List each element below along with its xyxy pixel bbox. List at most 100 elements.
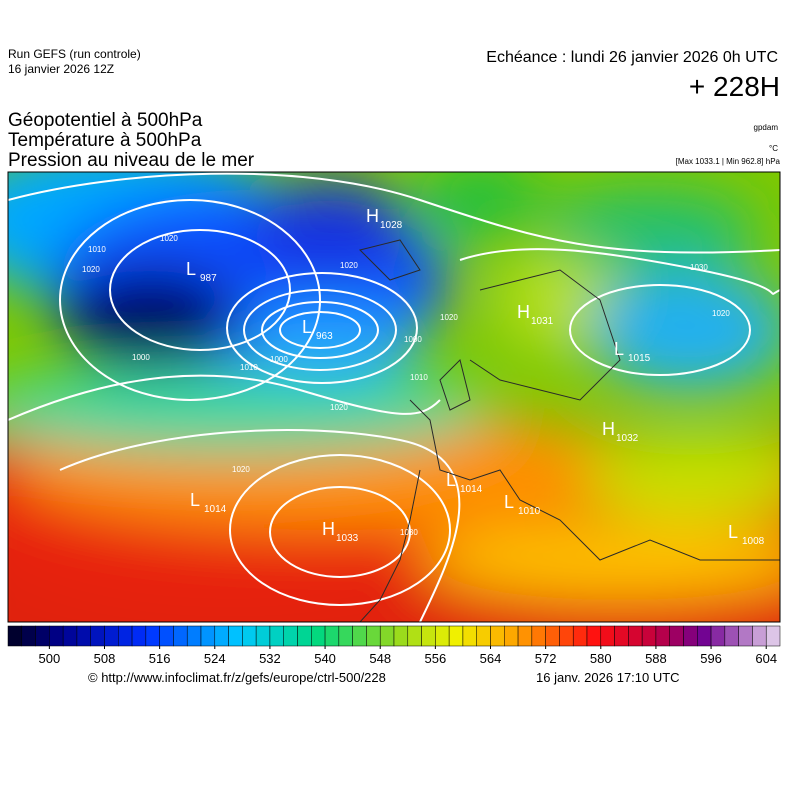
colorbar-swatch [228, 625, 243, 647]
colorbar-swatch [559, 625, 574, 647]
colorbar-tick-label: 564 [480, 651, 502, 666]
colorbar-swatch [49, 625, 64, 647]
colorbar-swatch [628, 625, 643, 647]
colorbar-tick-label: 516 [149, 651, 171, 666]
colorbar-swatch [76, 625, 91, 647]
contour-label: 1020 [330, 403, 348, 412]
center-value: 1032 [616, 433, 639, 444]
colorbar-swatch [765, 625, 781, 647]
contour-label: 1020 [160, 234, 178, 243]
colorbar-swatch [7, 625, 23, 647]
colorbar-swatch [118, 625, 133, 647]
title-pressure: Pression au niveau de le mer [8, 150, 255, 171]
title-temperature: Température à 500hPa [8, 130, 202, 151]
center-letter: H [322, 519, 335, 539]
colorbar-swatch [173, 625, 188, 647]
colorbar-swatch [297, 625, 312, 647]
contour-label: 1020 [712, 309, 730, 318]
colorbar-swatch [752, 625, 767, 647]
contour-label: 1010 [88, 245, 106, 254]
center-value: 1008 [742, 536, 765, 547]
center-value: 1010 [518, 506, 541, 517]
center-value: 963 [316, 331, 333, 342]
colorbar-swatch [710, 625, 726, 647]
colorbar-swatch [311, 625, 326, 647]
colorbar-swatch [242, 625, 257, 647]
run-date: 16 janvier 2026 12Z [8, 62, 114, 76]
colorbar-swatch [669, 625, 684, 647]
colorbar: 500 508 516 524 532 540 548 556 564 572 580 588 596 6… [7, 625, 781, 666]
echeance: Echéance : lundi 26 janvier 2026 0h UTC [486, 49, 778, 66]
colorbar-swatch [35, 625, 50, 647]
colorbar-tick-label: 596 [700, 651, 722, 666]
colorbar-swatch [572, 625, 588, 647]
colorbar-swatch [338, 625, 353, 647]
colorbar-swatch [641, 625, 657, 647]
center-letter: L [504, 492, 514, 512]
contour-label: 1020 [440, 313, 458, 322]
center-value: 1014 [204, 504, 227, 515]
colorbar-swatch [738, 625, 753, 647]
colorbar-swatch [159, 625, 174, 647]
colorbar-swatch [724, 625, 739, 647]
contour-label: 1000 [270, 355, 288, 364]
colorbar-swatch [435, 625, 450, 647]
colorbar-tick-label: 540 [314, 651, 336, 666]
contour-label: 1030 [690, 263, 708, 272]
title-geopotential: Géopotentiel à 500hPa [8, 110, 203, 131]
colorbar-swatch [614, 625, 629, 647]
colorbar-swatch [476, 625, 491, 647]
center-value: 1014 [460, 484, 483, 495]
generated: 16 janv. 2026 17:10 UTC [536, 670, 680, 685]
contour-label: 1030 [400, 528, 418, 537]
center-value: 1028 [380, 220, 403, 231]
colorbar-tick-label: 604 [755, 651, 777, 666]
colorbar-swatch [352, 625, 367, 647]
colorbar-tick-label: 524 [204, 651, 226, 666]
colorbar-swatch [21, 625, 36, 647]
colorbar-swatch [504, 625, 519, 647]
colorbar-swatch [366, 625, 381, 647]
colorbar-tick-label: 508 [94, 651, 116, 666]
temperature-field [8, 172, 780, 622]
colorbar-swatch [379, 625, 395, 647]
colorbar-tick-label: 580 [590, 651, 612, 666]
center-letter: H [517, 302, 530, 322]
center-letter: L [190, 490, 200, 510]
colorbar-swatch [62, 625, 78, 647]
center-letter: L [728, 522, 738, 542]
contour-label: 1010 [410, 373, 428, 382]
colorbar-swatch [104, 625, 119, 647]
contour-label: 1010 [240, 363, 258, 372]
run-name: Run GEFS (run controle) [8, 47, 141, 61]
colorbar-swatch [186, 625, 202, 647]
center-value: 1015 [628, 353, 651, 364]
colorbar-swatch [269, 625, 284, 647]
colorbar-swatch [490, 625, 505, 647]
center-value: 987 [200, 273, 217, 284]
center-letter: L [446, 470, 456, 490]
colorbar-swatch [90, 625, 105, 647]
colorbar-swatch [697, 625, 712, 647]
colorbar-swatch [421, 625, 436, 647]
unit-geopotential: gpdam [754, 123, 779, 132]
colorbar-swatch [545, 625, 560, 647]
colorbar-tick-label: 500 [39, 651, 61, 666]
contour-label: 1020 [232, 465, 250, 474]
colorbar-tick-label: 548 [369, 651, 391, 666]
isobars [8, 172, 780, 622]
colorbar-tick-label: 588 [645, 651, 667, 666]
contour-label: 1000 [132, 353, 150, 362]
center-letter: L [186, 259, 196, 279]
center-value: 1031 [531, 316, 554, 327]
unit-pressure: [Max 1033.1 | Min 962.8] hPa [676, 157, 781, 166]
colorbar-tick-label: 532 [259, 651, 281, 666]
colorbar-swatch [283, 625, 298, 647]
colorbar-swatch [214, 625, 229, 647]
contour-label: 1020 [82, 265, 100, 274]
source: © http://www.infoclimat.fr/z/gefs/europe… [88, 670, 386, 685]
center-letter: H [602, 419, 615, 439]
colorbar-swatch [200, 625, 216, 647]
